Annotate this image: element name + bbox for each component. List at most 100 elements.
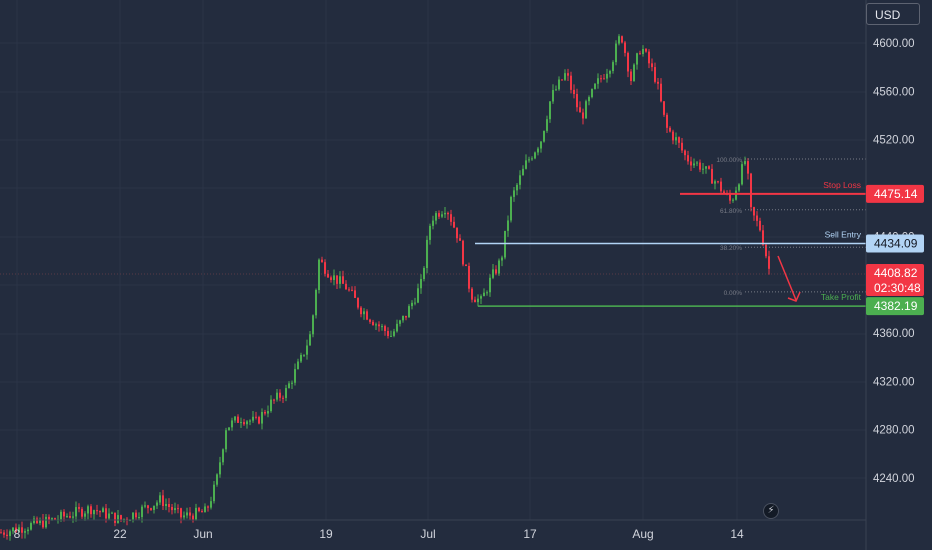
candle[interactable] xyxy=(309,331,311,346)
candle[interactable] xyxy=(243,418,245,426)
candle[interactable] xyxy=(585,99,587,119)
candle[interactable] xyxy=(540,140,542,153)
candle[interactable] xyxy=(768,250,770,275)
candle[interactable] xyxy=(339,271,341,289)
candle[interactable] xyxy=(108,508,110,520)
candle[interactable] xyxy=(324,259,326,277)
candle[interactable] xyxy=(654,62,656,84)
candle[interactable] xyxy=(225,427,227,453)
candle[interactable] xyxy=(189,507,191,520)
candle[interactable] xyxy=(660,78,662,103)
candle[interactable] xyxy=(159,492,161,506)
candle[interactable] xyxy=(168,498,170,513)
candle[interactable] xyxy=(327,270,329,278)
candle[interactable] xyxy=(498,258,500,276)
candle[interactable] xyxy=(63,509,65,522)
candle[interactable] xyxy=(495,265,497,276)
candle[interactable] xyxy=(618,34,620,46)
candle[interactable] xyxy=(720,177,722,195)
candle[interactable] xyxy=(312,314,314,338)
candle[interactable] xyxy=(183,511,185,520)
candle[interactable] xyxy=(228,427,230,431)
candle[interactable] xyxy=(711,164,713,184)
candle[interactable] xyxy=(441,211,443,219)
candle[interactable] xyxy=(195,503,197,521)
candle[interactable] xyxy=(264,409,266,416)
candle[interactable] xyxy=(369,318,371,324)
candle[interactable] xyxy=(669,126,671,133)
candle[interactable] xyxy=(0,528,2,534)
candle[interactable] xyxy=(6,529,8,540)
candle[interactable] xyxy=(597,73,599,89)
candle[interactable] xyxy=(270,395,272,413)
candle[interactable] xyxy=(90,504,92,518)
candle[interactable] xyxy=(249,419,251,426)
candle[interactable] xyxy=(762,225,764,247)
candle[interactable] xyxy=(645,47,647,53)
candle[interactable] xyxy=(423,266,425,282)
candle[interactable] xyxy=(66,513,68,519)
candle[interactable] xyxy=(708,165,710,170)
candle[interactable] xyxy=(336,275,338,289)
candle[interactable] xyxy=(276,388,278,402)
candle[interactable] xyxy=(171,504,173,515)
candle[interactable] xyxy=(348,287,350,292)
candle[interactable] xyxy=(546,115,548,133)
candle[interactable] xyxy=(555,85,557,91)
candle[interactable] xyxy=(624,40,626,57)
candle[interactable] xyxy=(87,504,89,520)
candle[interactable] xyxy=(588,95,590,106)
candlestick-series[interactable] xyxy=(0,34,770,541)
candle[interactable] xyxy=(486,290,488,296)
candle[interactable] xyxy=(678,136,680,148)
candle[interactable] xyxy=(330,275,332,283)
candle[interactable] xyxy=(180,507,182,524)
candle[interactable] xyxy=(714,179,716,190)
candle[interactable] xyxy=(564,69,566,82)
candle[interactable] xyxy=(690,156,692,172)
candle[interactable] xyxy=(648,49,650,69)
candle[interactable] xyxy=(282,395,284,403)
candle[interactable] xyxy=(366,309,368,321)
candle[interactable] xyxy=(303,354,305,358)
candle[interactable] xyxy=(537,146,539,156)
candle[interactable] xyxy=(333,269,335,286)
candle[interactable] xyxy=(123,518,125,523)
candle[interactable] xyxy=(744,156,746,166)
candle[interactable] xyxy=(576,88,578,112)
candle[interactable] xyxy=(21,521,23,539)
candle[interactable] xyxy=(492,263,494,280)
candle[interactable] xyxy=(675,132,677,145)
candle[interactable] xyxy=(630,69,632,85)
candle[interactable] xyxy=(12,527,14,535)
candle[interactable] xyxy=(717,180,719,184)
trade-levels[interactable]: Stop Loss Sell Entry Take Profit xyxy=(475,180,866,307)
candle[interactable] xyxy=(741,161,743,186)
candle[interactable] xyxy=(45,514,47,529)
candle[interactable] xyxy=(42,514,44,529)
candle[interactable] xyxy=(390,330,392,337)
candle[interactable] xyxy=(198,506,200,513)
candle[interactable] xyxy=(549,101,551,123)
candle[interactable] xyxy=(117,509,119,524)
candle[interactable] xyxy=(579,101,581,113)
candle[interactable] xyxy=(420,274,422,294)
candle[interactable] xyxy=(255,411,257,420)
candle[interactable] xyxy=(531,156,533,161)
candle[interactable] xyxy=(522,165,524,176)
candle[interactable] xyxy=(627,51,629,78)
candle[interactable] xyxy=(81,506,83,519)
candle[interactable] xyxy=(201,509,203,513)
candle[interactable] xyxy=(723,189,725,194)
candle[interactable] xyxy=(177,504,179,514)
candle[interactable] xyxy=(39,517,41,526)
candle[interactable] xyxy=(429,223,431,245)
candle[interactable] xyxy=(642,45,644,57)
candle[interactable] xyxy=(237,414,239,424)
candle[interactable] xyxy=(657,78,659,90)
lightning-icon[interactable]: ⚡ xyxy=(763,503,779,519)
candle[interactable] xyxy=(300,352,302,363)
candle[interactable] xyxy=(207,505,209,512)
candle[interactable] xyxy=(552,84,554,104)
candle[interactable] xyxy=(600,74,602,83)
